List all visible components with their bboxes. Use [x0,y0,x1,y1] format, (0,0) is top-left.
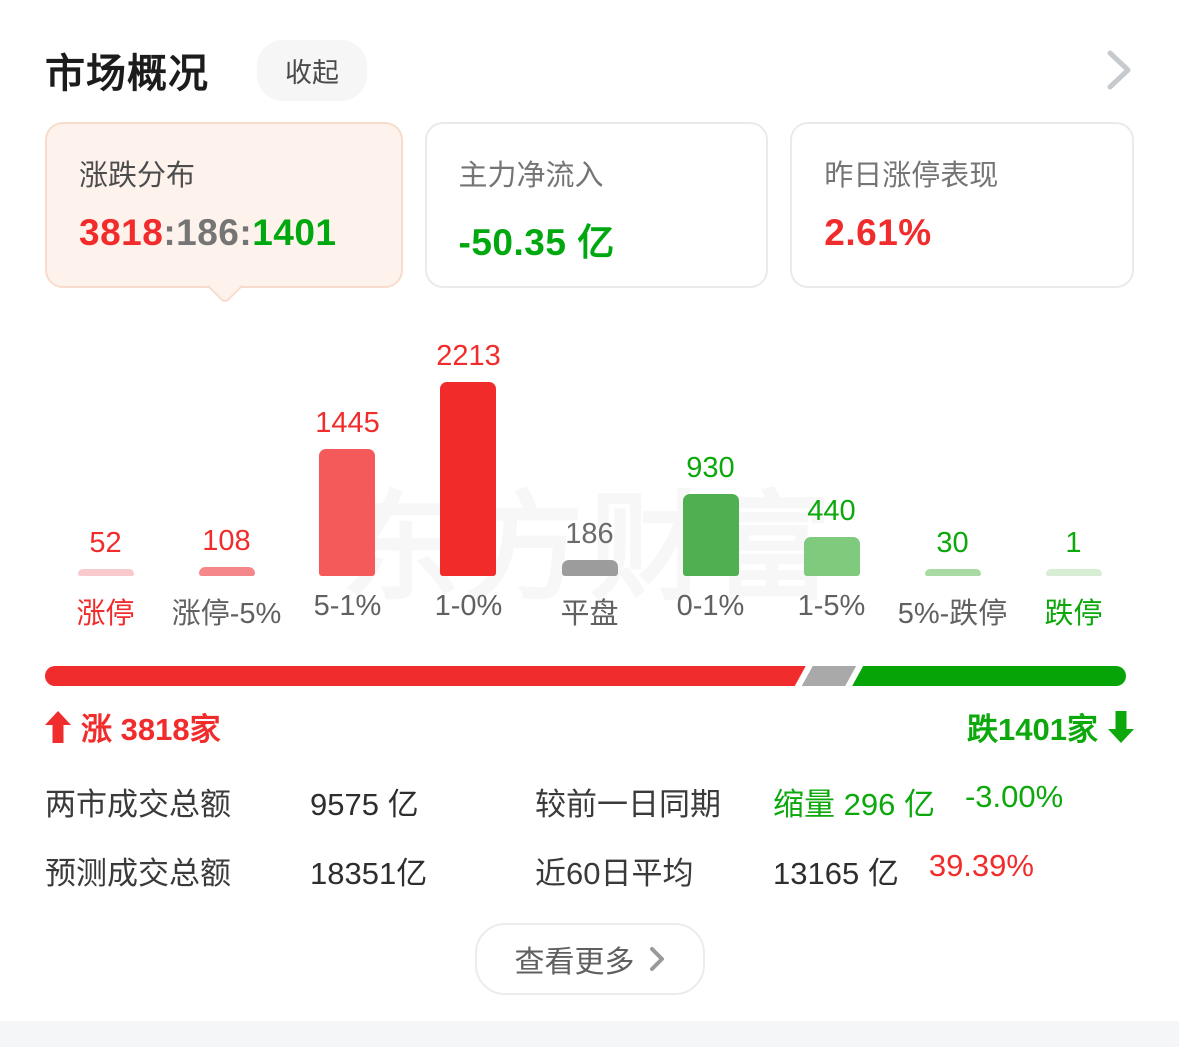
bar-value: 30 [936,527,969,559]
ratio-down-segment [852,666,1126,686]
chart-column: 440 1-5% [771,334,892,632]
bar-category: 5%-跌停 [897,598,1008,630]
chart-column: 186 平盘 [529,334,650,632]
avg-60d-value: 13165 亿 [773,856,899,891]
card-label: 涨跌分布 [79,160,196,192]
chart-column: 1445 5-1% [287,334,408,632]
bar-value: 52 [89,527,122,559]
bar-value: 1445 [315,407,380,439]
down-count: 1401 [252,212,337,253]
bar [319,449,376,576]
chart-column: 930 0-1% [650,334,771,632]
updown-ratio-value: 3818:186:1401 [79,212,369,254]
up-count: 3818 [79,212,164,253]
separator: : [163,212,177,253]
chart-column: 1 跌停 [1013,334,1134,632]
page-background-band [0,1021,1179,1047]
up-arrow-icon [45,710,71,743]
header: 市场概况 收起 [45,34,1134,106]
chart-column: 52 涨停 [45,334,166,632]
chart-column: 30 5%-跌停 [892,334,1013,632]
stat-row-turnover: 两市成交总额 9575 亿 较前一日同期 缩量 296 亿 -3.00% [45,779,1134,824]
bar [1045,569,1102,576]
bar-value: 930 [686,452,735,484]
advancers-count: 涨 3818家 [45,704,221,749]
chevron-right-icon [649,947,664,971]
flat-count: 186 [176,212,240,253]
ratio-up-segment [45,666,806,686]
bar-category: 0-1% [676,590,745,622]
bar-value: 108 [202,525,251,557]
down-arrow-icon [1108,710,1134,743]
bar [924,569,981,576]
avg-60d-pct: 39.39% [928,848,1034,883]
bar-category: 平盘 [560,598,619,630]
advancers-label: 涨 3818家 [81,712,221,747]
card-label: 主力净流入 [458,160,604,192]
stat-label: 预测成交总额 [45,856,231,891]
stat-label: 近60日平均 [535,856,694,891]
up-down-ratio-bar [45,666,1134,686]
card-label: 昨日涨停表现 [824,160,999,192]
stat-value: 9575 亿 [310,787,419,822]
bar-category: 跌停 [1044,598,1103,630]
bar [77,569,134,576]
view-more-label: 查看更多 [514,946,635,979]
decliners-label: 跌1401家 [967,712,1098,747]
bar-category: 1-5% [797,590,866,622]
bar-category: 1-0% [434,590,503,622]
bar-value: 2213 [436,340,501,372]
chart-column: 108 涨停-5% [166,334,287,632]
stat-comparison: 缩量 296 亿 -3.00% [773,779,1134,824]
chevron-right-icon[interactable] [1104,50,1134,90]
card-main-net-inflow[interactable]: 主力净流入 -50.35 亿 [424,122,769,288]
bar-category: 涨停-5% [171,598,282,630]
bar [440,382,497,576]
view-more-button[interactable]: 查看更多 [474,923,705,995]
bar [561,560,618,576]
bar-chart: 52 涨停 108 涨停-5% 1445 5-1% 2213 1-0% 186 平盘 930 0-1%… [45,334,1134,632]
stat-label: 较前一日同期 [535,787,721,822]
turnover-stats: 两市成交总额 9575 亿 较前一日同期 缩量 296 亿 -3.00% 预测成… [45,779,1134,893]
bar-category: 涨停 [76,598,135,630]
summary-cards: 涨跌分布 3818:186:1401 主力净流入 -50.35 亿 昨日涨停表现… [45,122,1134,288]
card-updown-distribution[interactable]: 涨跌分布 3818:186:1401 [45,122,403,288]
volume-change-pct: -3.00% [964,779,1064,814]
collapse-button[interactable]: 收起 [257,39,367,101]
stat-label: 两市成交总额 [45,787,231,822]
bar [682,494,739,576]
stat-value: 18351亿 [310,856,428,891]
main-net-inflow-value: -50.35 亿 [458,222,615,263]
bar-value: 1 [1065,527,1082,559]
bar-value: 186 [565,518,614,550]
page-title: 市场概况 [45,52,209,96]
chart-column: 2213 1-0% [408,334,529,632]
bar [198,567,255,576]
bar [803,537,860,576]
ratio-flat-segment [802,666,856,686]
separator: : [239,212,253,253]
card-yesterday-limit-up[interactable]: 昨日涨停表现 2.61% [790,122,1134,288]
updown-distribution-chart: 东方财富 52涨停108涨停-5%14455-1%22131-0%186平盘93… [45,334,1134,632]
advance-decline-counts: 涨 3818家 跌1401家 [45,704,1134,749]
stat-comparison: 13165 亿 39.39% [773,848,1134,893]
stat-row-forecast: 预测成交总额 18351亿 近60日平均 13165 亿 39.39% [45,848,1134,893]
bar-value: 440 [807,495,856,527]
bar-category: 5-1% [313,590,382,622]
volume-change: 缩量 296 亿 [773,787,935,822]
decliners-count: 跌1401家 [967,704,1134,749]
yesterday-limit-up-value: 2.61% [824,212,932,253]
